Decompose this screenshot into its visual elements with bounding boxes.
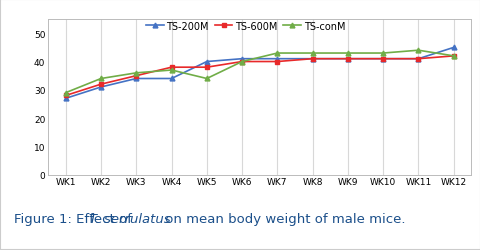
- TS-600M: [63, 94, 69, 98]
- TS-conM: [309, 52, 315, 55]
- TS-conM: [380, 52, 385, 55]
- Text: T. serrulatus: T. serrulatus: [89, 212, 170, 225]
- TS-conM: [239, 61, 244, 64]
- TS-600M: [204, 66, 209, 70]
- TS-200M: [168, 78, 174, 81]
- TS-600M: [133, 75, 139, 78]
- TS-200M: [98, 86, 104, 89]
- Text: Figure 1: Effect of: Figure 1: Effect of: [14, 212, 136, 225]
- TS-600M: [98, 83, 104, 86]
- Legend: TS-200M, TS-600M, TS-conM: TS-200M, TS-600M, TS-conM: [146, 22, 345, 32]
- TS-200M: [344, 58, 350, 61]
- TS-conM: [204, 78, 209, 81]
- TS-conM: [344, 52, 350, 55]
- TS-200M: [309, 58, 315, 61]
- Line: TS-200M: TS-200M: [63, 46, 455, 101]
- Line: TS-conM: TS-conM: [63, 48, 455, 96]
- TS-200M: [380, 58, 385, 61]
- TS-200M: [450, 47, 456, 50]
- TS-600M: [239, 61, 244, 64]
- TS-600M: [380, 58, 385, 61]
- Line: TS-600M: TS-600M: [63, 54, 455, 98]
- Text: on mean body weight of male mice.: on mean body weight of male mice.: [161, 212, 405, 225]
- TS-conM: [133, 72, 139, 75]
- TS-600M: [344, 58, 350, 61]
- TS-conM: [63, 92, 69, 95]
- TS-200M: [63, 98, 69, 100]
- TS-200M: [204, 61, 209, 64]
- TS-600M: [274, 61, 280, 64]
- TS-conM: [450, 55, 456, 58]
- TS-600M: [309, 58, 315, 61]
- TS-600M: [450, 55, 456, 58]
- TS-600M: [415, 58, 420, 61]
- TS-600M: [168, 66, 174, 70]
- TS-conM: [274, 52, 280, 55]
- TS-200M: [239, 58, 244, 61]
- TS-conM: [98, 78, 104, 81]
- TS-conM: [415, 50, 420, 52]
- TS-200M: [415, 58, 420, 61]
- TS-conM: [168, 69, 174, 72]
- TS-200M: [274, 58, 280, 61]
- TS-200M: [133, 78, 139, 81]
